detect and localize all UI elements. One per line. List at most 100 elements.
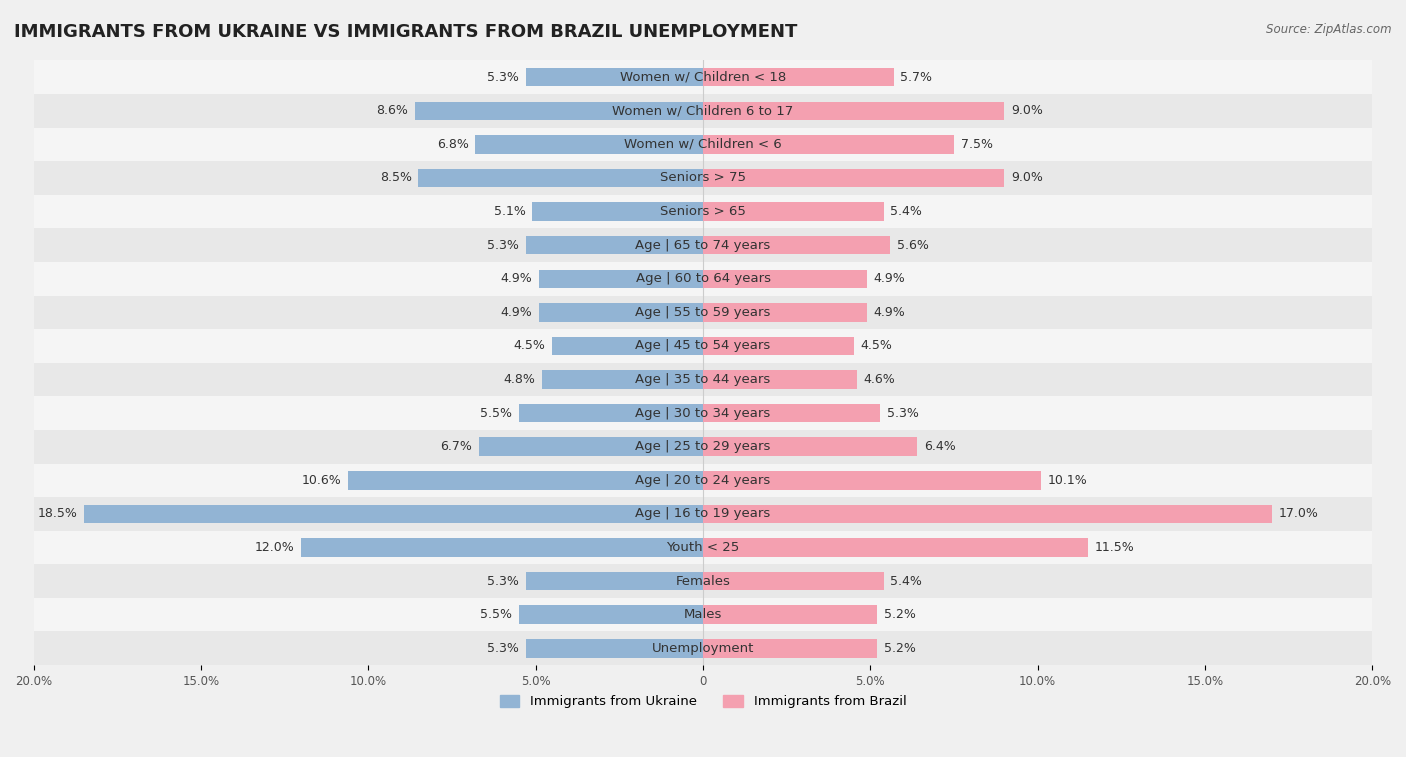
Text: 17.0%: 17.0% [1278,507,1319,520]
Text: Source: ZipAtlas.com: Source: ZipAtlas.com [1267,23,1392,36]
Text: 5.3%: 5.3% [486,238,519,251]
Bar [34,363,1372,397]
Text: Age | 30 to 34 years: Age | 30 to 34 years [636,407,770,419]
Text: 5.5%: 5.5% [481,608,512,621]
Text: 5.2%: 5.2% [884,608,915,621]
Bar [419,169,703,187]
Bar [349,471,703,490]
Bar [34,161,1372,195]
Bar [415,101,703,120]
Text: Age | 35 to 44 years: Age | 35 to 44 years [636,373,770,386]
Text: 8.5%: 8.5% [380,172,412,185]
Bar [34,61,1372,94]
Text: 5.3%: 5.3% [887,407,920,419]
Bar [34,430,1372,463]
Text: Age | 55 to 59 years: Age | 55 to 59 years [636,306,770,319]
Text: IMMIGRANTS FROM UKRAINE VS IMMIGRANTS FROM BRAZIL UNEMPLOYMENT: IMMIGRANTS FROM UKRAINE VS IMMIGRANTS FR… [14,23,797,41]
Bar [703,101,1004,120]
Bar [526,236,703,254]
Text: 18.5%: 18.5% [37,507,77,520]
Bar [538,269,703,288]
Text: 5.5%: 5.5% [481,407,512,419]
Bar [34,229,1372,262]
Bar [703,404,880,422]
Bar [34,497,1372,531]
Bar [703,68,894,86]
Bar [34,531,1372,564]
Bar [538,303,703,322]
Bar [533,202,703,221]
Text: 4.6%: 4.6% [863,373,896,386]
Bar [703,236,890,254]
Text: 5.3%: 5.3% [486,642,519,655]
Text: Age | 25 to 29 years: Age | 25 to 29 years [636,441,770,453]
Text: Age | 65 to 74 years: Age | 65 to 74 years [636,238,770,251]
Text: Age | 60 to 64 years: Age | 60 to 64 years [636,273,770,285]
Text: 5.4%: 5.4% [890,205,922,218]
Text: 10.6%: 10.6% [302,474,342,487]
Bar [34,295,1372,329]
Text: Females: Females [675,575,731,587]
Bar [34,598,1372,631]
Bar [703,202,884,221]
Text: Unemployment: Unemployment [652,642,754,655]
Text: 8.6%: 8.6% [377,104,409,117]
Bar [526,68,703,86]
Text: 4.9%: 4.9% [873,273,905,285]
Bar [703,169,1004,187]
Text: Seniors > 65: Seniors > 65 [659,205,747,218]
Bar [703,136,955,154]
Bar [34,195,1372,229]
Text: 10.1%: 10.1% [1047,474,1087,487]
Legend: Immigrants from Ukraine, Immigrants from Brazil: Immigrants from Ukraine, Immigrants from… [495,690,911,713]
Bar [703,303,868,322]
Text: 5.3%: 5.3% [486,70,519,84]
Bar [703,438,917,456]
Text: Age | 45 to 54 years: Age | 45 to 54 years [636,339,770,353]
Text: 7.5%: 7.5% [960,138,993,151]
Text: Women w/ Children < 18: Women w/ Children < 18 [620,70,786,84]
Bar [34,94,1372,128]
Bar [475,136,703,154]
Bar [553,337,703,355]
Text: 5.3%: 5.3% [486,575,519,587]
Bar [526,572,703,590]
Text: Males: Males [683,608,723,621]
Text: 9.0%: 9.0% [1011,104,1043,117]
Text: 6.4%: 6.4% [924,441,956,453]
Bar [34,128,1372,161]
Text: 4.9%: 4.9% [501,273,533,285]
Bar [703,639,877,658]
Bar [84,505,703,523]
Bar [34,329,1372,363]
Bar [34,397,1372,430]
Text: 12.0%: 12.0% [254,541,295,554]
Bar [34,631,1372,665]
Text: 5.4%: 5.4% [890,575,922,587]
Bar [703,471,1040,490]
Text: 4.5%: 4.5% [860,339,893,353]
Text: Age | 20 to 24 years: Age | 20 to 24 years [636,474,770,487]
Bar [526,639,703,658]
Bar [703,538,1088,556]
Bar [703,572,884,590]
Text: Women w/ Children 6 to 17: Women w/ Children 6 to 17 [613,104,793,117]
Bar [703,269,868,288]
Bar [703,505,1272,523]
Text: 4.9%: 4.9% [501,306,533,319]
Bar [703,606,877,624]
Text: 5.6%: 5.6% [897,238,929,251]
Bar [478,438,703,456]
Text: 4.9%: 4.9% [873,306,905,319]
Text: 4.5%: 4.5% [513,339,546,353]
Bar [703,337,853,355]
Text: Youth < 25: Youth < 25 [666,541,740,554]
Text: 5.1%: 5.1% [494,205,526,218]
Bar [34,564,1372,598]
Bar [301,538,703,556]
Text: 6.7%: 6.7% [440,441,472,453]
Bar [543,370,703,389]
Bar [34,463,1372,497]
Text: Age | 16 to 19 years: Age | 16 to 19 years [636,507,770,520]
Bar [703,370,858,389]
